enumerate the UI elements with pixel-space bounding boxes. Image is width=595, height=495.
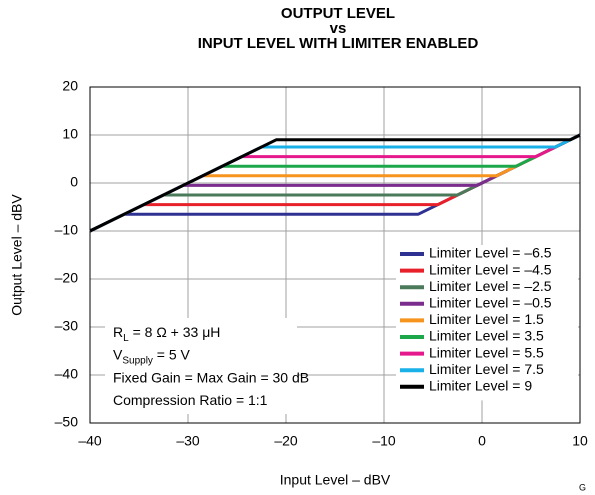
annotation: RL = 8 Ω + 33 μH <box>113 324 220 344</box>
legend-label: Limiter Level = 7.5 <box>429 361 544 377</box>
y-tick-label: 10 <box>62 126 78 142</box>
legend-label: Limiter Level = 1.5 <box>429 311 544 327</box>
legend-label: Limiter Level = 9 <box>429 378 532 394</box>
annotation: Fixed Gain = Max Gain = 30 dB <box>113 369 309 385</box>
y-axis-label: Output Level – dBV <box>9 194 25 316</box>
y-tick-label: –40 <box>55 366 79 382</box>
legend-label: Limiter Level = –6.5 <box>429 245 552 261</box>
annotation-main: Compression Ratio = 1:1 <box>113 392 268 408</box>
legend-label: Limiter Level = 3.5 <box>429 328 544 344</box>
legend-label: Limiter Level = –2.5 <box>429 278 552 294</box>
plot-frame <box>89 86 581 424</box>
legend-label: Limiter Level = –4.5 <box>429 261 552 277</box>
y-tick-label: –50 <box>55 414 79 430</box>
y-tick-label: –10 <box>55 222 79 238</box>
series-line <box>89 133 581 233</box>
annotation-rest: = 5 V <box>153 346 191 362</box>
legend-label: Limiter Level = –0.5 <box>429 295 552 311</box>
annotation-main: Fixed Gain = Max Gain = 30 dB <box>113 369 309 385</box>
annotation-rest: = 8 Ω + 33 μH <box>129 324 221 340</box>
x-tick-label: –40 <box>78 433 102 449</box>
x-axis-label: Input Level – dBV <box>280 472 391 488</box>
x-tick-label: 0 <box>478 433 486 449</box>
annotation-sub: Supply <box>122 356 153 367</box>
annotation: Compression Ratio = 1:1 <box>113 392 268 408</box>
footnote: G <box>579 482 586 492</box>
x-tick-label: 10 <box>572 433 588 449</box>
annotation-main: R <box>113 324 123 340</box>
y-tick-label: 20 <box>62 78 78 94</box>
chart-title: INPUT LEVEL WITH LIMITER ENABLED <box>198 35 479 52</box>
y-tick-label: –20 <box>55 270 79 286</box>
annotation-main: V <box>113 346 123 362</box>
x-tick-label: –30 <box>176 433 200 449</box>
x-tick-label: –20 <box>274 433 298 449</box>
legend-label: Limiter Level = 5.5 <box>429 344 544 360</box>
y-tick-label: –30 <box>55 318 79 334</box>
annotation-sub: L <box>123 333 129 344</box>
x-tick-label: –10 <box>372 433 396 449</box>
chart-title: OUTPUT LEVEL <box>281 5 395 22</box>
annotation: VSupply = 5 V <box>113 346 191 366</box>
annotation-bg <box>105 318 297 414</box>
legend-box <box>396 245 578 401</box>
y-tick-label: 0 <box>70 174 78 190</box>
chart-title: vs <box>330 20 347 37</box>
